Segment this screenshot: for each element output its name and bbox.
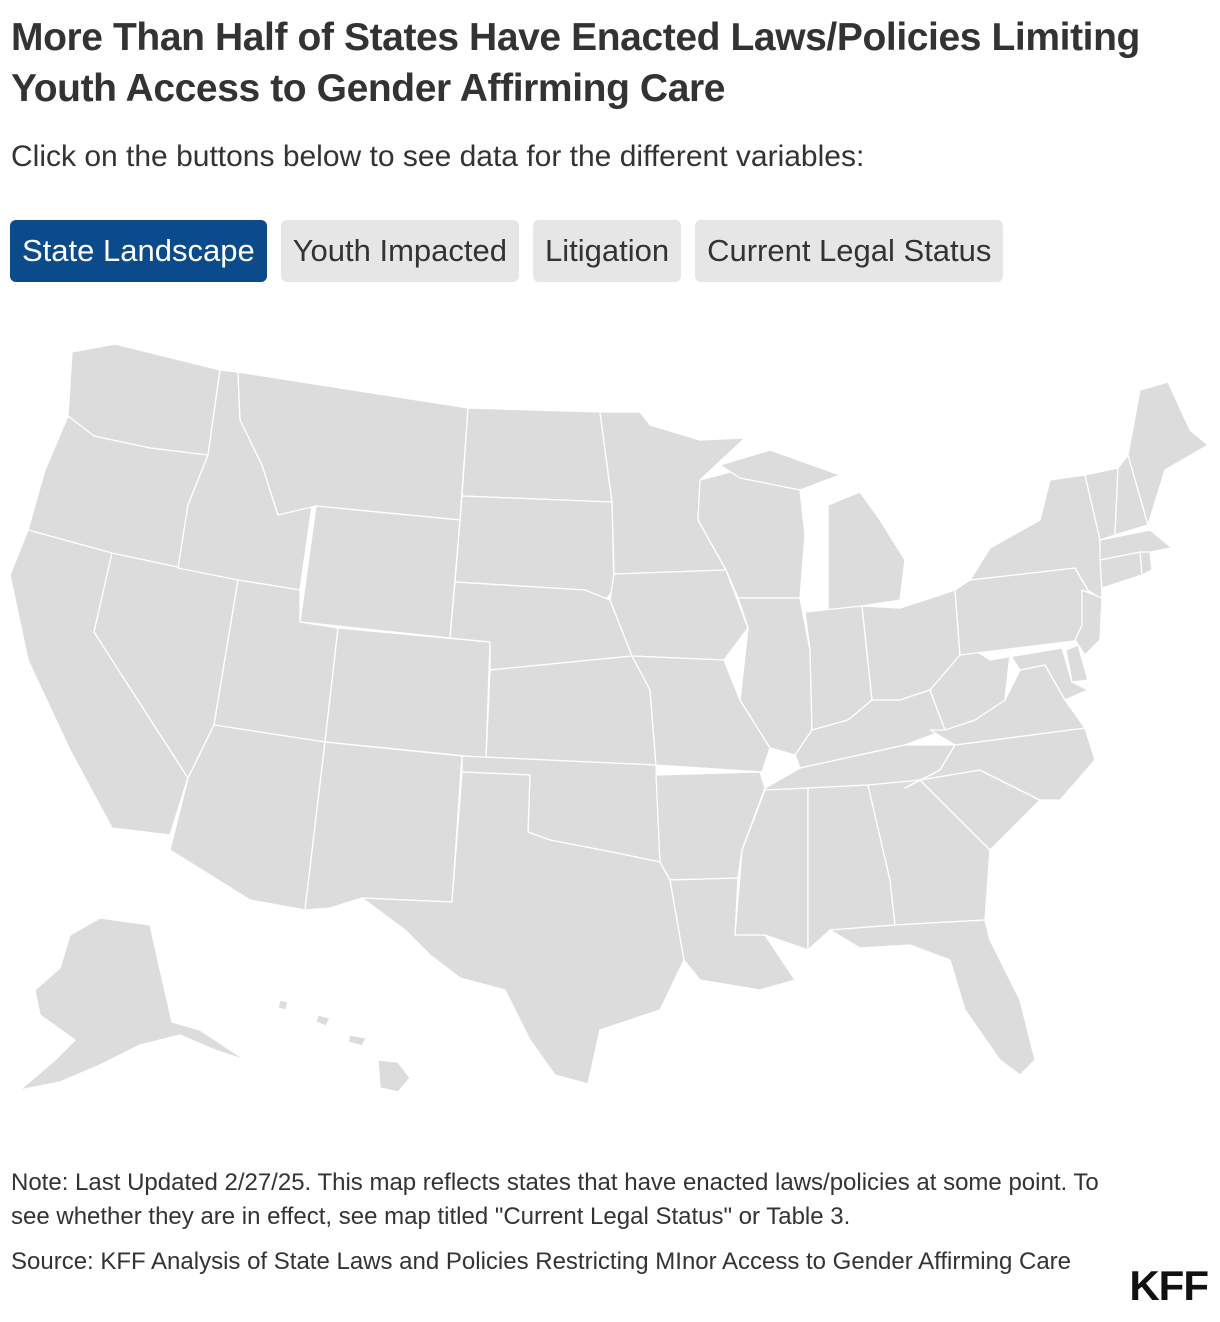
instructions-text: Click on the buttons below to see data f… xyxy=(11,140,865,173)
source-text: Source: KFF Analysis of State Laws and P… xyxy=(11,1248,1072,1275)
state-ar[interactable] xyxy=(655,771,766,881)
state-ri[interactable] xyxy=(1139,551,1153,576)
state-ia[interactable] xyxy=(609,569,749,661)
kff-logo: KFF xyxy=(1129,1262,1209,1309)
state-fl[interactable] xyxy=(829,919,1036,1076)
state-hi[interactable] xyxy=(277,999,411,1093)
state-pa[interactable] xyxy=(954,567,1089,656)
state-md[interactable] xyxy=(989,647,1089,701)
state-me[interactable] xyxy=(1127,381,1209,526)
tab-state-landscape[interactable]: State Landscape xyxy=(10,220,267,282)
us-map-svg xyxy=(9,343,1209,1093)
tab-youth-impacted[interactable]: Youth Impacted xyxy=(280,220,519,282)
state-de[interactable] xyxy=(1065,644,1089,683)
chart-title: More Than Half of States Have Enacted La… xyxy=(11,16,1140,110)
state-ak[interactable] xyxy=(19,917,246,1091)
state-wy[interactable] xyxy=(299,505,461,639)
state-nm[interactable] xyxy=(304,741,463,911)
state-nc[interactable] xyxy=(904,727,1096,801)
note-text: Note: Last Updated 2/27/25. This map ref… xyxy=(11,1169,1099,1230)
variable-tabs: State Landscape Youth Impacted Litigatio… xyxy=(10,220,1004,282)
state-ma[interactable] xyxy=(1099,529,1173,561)
state-mt[interactable] xyxy=(237,371,469,521)
state-nd[interactable] xyxy=(461,407,613,503)
us-map xyxy=(0,300,1220,1120)
state-ks[interactable] xyxy=(485,655,657,766)
state-mo[interactable] xyxy=(631,655,771,773)
state-la[interactable] xyxy=(669,877,796,991)
state-co[interactable] xyxy=(324,627,491,759)
tab-current-legal-status[interactable]: Current Legal Status xyxy=(695,220,1004,282)
state-nj[interactable] xyxy=(1074,589,1103,656)
tab-litigation[interactable]: Litigation xyxy=(532,220,682,282)
state-tx[interactable] xyxy=(361,771,685,1085)
